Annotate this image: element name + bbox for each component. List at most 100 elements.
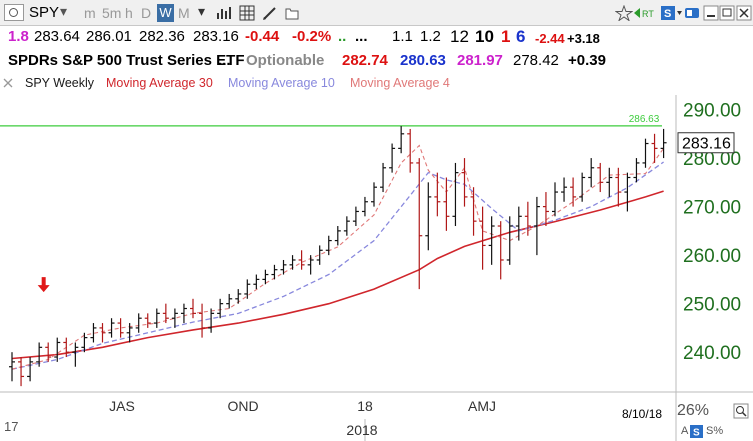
ohlc-bar (36, 342, 43, 367)
status-dots-1: .. (338, 28, 347, 45)
legend-spy-weekly: SPY Weekly (25, 76, 95, 90)
stat-v2: 1.2 (420, 28, 441, 45)
ohlc-bar (461, 158, 468, 207)
ma4-value: 281.97 (457, 52, 503, 69)
ohlc-bar (81, 332, 88, 353)
close-value: 283.16 (193, 28, 239, 45)
toggle-icon[interactable] (684, 5, 700, 21)
ohlc-bar (533, 196, 540, 256)
ohlc-bar (606, 167, 613, 197)
y-tick-label: 270.00 (683, 198, 741, 219)
zoom-icon[interactable] (733, 403, 749, 419)
ohlc-bar (443, 177, 450, 231)
stat-v3: 12 (450, 27, 469, 46)
ohlc-bar (54, 337, 61, 362)
period-5m[interactable]: 5m (102, 5, 122, 21)
ohlc-bar (371, 182, 377, 207)
ma10-value: 280.63 (400, 52, 446, 69)
last-price-box (677, 132, 735, 154)
svg-text:S: S (664, 8, 671, 20)
s-blue-icon[interactable]: S (690, 425, 704, 439)
high-value: 286.01 (86, 28, 132, 45)
name-row: SPDRs S&P 500 Trust Series ETF ... Optio… (0, 51, 753, 73)
ohlc-bar (651, 133, 658, 163)
ohlc-bar (398, 126, 405, 154)
ohlc-bar (126, 323, 133, 343)
ohlc-bar (506, 216, 513, 265)
quote-row: 1.8 283.64 286.01 282.36 283.16 -0.44 -0… (0, 27, 753, 49)
period-month[interactable]: M (178, 5, 190, 21)
security-name: SPDRs S&P 500 Trust Series ETF (8, 52, 245, 69)
ohlc-bar (199, 303, 206, 338)
star-icon[interactable] (615, 5, 633, 21)
bar-chart-icon[interactable] (216, 5, 232, 21)
ohlc-bar (226, 293, 233, 309)
down-arrow-icon (37, 277, 50, 293)
ohlc-bar (289, 255, 296, 270)
status-dots-2: ... (355, 28, 368, 45)
ohlc-bar (72, 342, 79, 367)
s-pct-label[interactable]: S% (706, 425, 724, 437)
open-value: 283.64 (34, 28, 80, 45)
toolbar: SPY ▾ m 5m h D W M ▾ RT S (0, 0, 753, 26)
price-chart[interactable]: 286.63 240.00 250.00 260.00 270.00 280.00 290.… (0, 95, 753, 441)
svg-text:RT: RT (642, 9, 654, 19)
y-tick-label: 250.00 (683, 295, 741, 316)
ma30-value: 282.74 (342, 52, 388, 69)
ohlc-bar (434, 172, 441, 217)
ohlc-bar (63, 337, 70, 358)
legend-ma30: Moving Average 30 (106, 76, 213, 90)
ohlc-bar (307, 255, 314, 275)
restore-icon[interactable] (719, 5, 735, 21)
legend-ma10: Moving Average 10 (228, 76, 335, 90)
dropdown-icon[interactable]: ▾ (60, 3, 68, 19)
rt-icon[interactable]: RT (634, 5, 660, 21)
ohlc-bar (470, 187, 477, 236)
minimize-icon[interactable] (703, 5, 719, 21)
ohlc-bar (262, 269, 269, 285)
period-d[interactable]: D (141, 5, 152, 21)
stat-v1: 1.1 (392, 28, 413, 45)
ohlc-bar (660, 128, 667, 159)
legend-ma4: Moving Average 4 (350, 76, 450, 90)
period-w[interactable]: W (157, 4, 174, 22)
symbol-label[interactable]: SPY (29, 4, 60, 21)
ohlc-bar (570, 177, 577, 207)
svg-text:S: S (693, 428, 700, 439)
ohlc-bar (117, 318, 124, 338)
ohlc-bar (597, 162, 604, 193)
ohlc-bar (624, 172, 631, 212)
ohlc-bar (99, 323, 106, 343)
ohlc-bar (352, 206, 359, 227)
ohlc-bar (452, 162, 459, 227)
left-tick-label: 17 (4, 419, 19, 434)
ohlc-bar (144, 313, 151, 328)
ohlc-bar (334, 226, 341, 246)
ma30-line (11, 190, 664, 360)
period-dropdown-icon[interactable]: ▾ (198, 3, 206, 19)
ohlc-bar (425, 182, 432, 251)
y-tick-label: 290.00 (683, 101, 741, 122)
period-m[interactable]: m (84, 5, 96, 21)
bottom-a-label[interactable]: A (681, 425, 689, 437)
folder-icon[interactable] (284, 5, 300, 21)
ohlc-bar (27, 357, 34, 382)
ohlc-bar (497, 221, 504, 280)
zoom-pct-label: 26% (677, 402, 710, 419)
ohlc-bar (615, 167, 622, 207)
s-icon[interactable]: S (661, 5, 683, 21)
ohlc-bar (325, 235, 332, 256)
legend-close-icon[interactable] (3, 78, 13, 88)
ohlc-bar (579, 172, 586, 202)
resistance-label: 286.63 (629, 114, 660, 125)
pencil-icon[interactable] (262, 5, 278, 21)
period-h[interactable]: h (125, 5, 133, 21)
stat-v4: 10 (475, 27, 494, 46)
symbol-search-icon[interactable] (4, 4, 24, 21)
close-icon[interactable] (736, 5, 752, 21)
ohlc-bar (9, 352, 15, 382)
grid-icon[interactable] (239, 5, 255, 21)
ohlc-bar (280, 259, 287, 275)
ohlc-bar (316, 245, 323, 265)
ohlc-bar (108, 318, 115, 338)
